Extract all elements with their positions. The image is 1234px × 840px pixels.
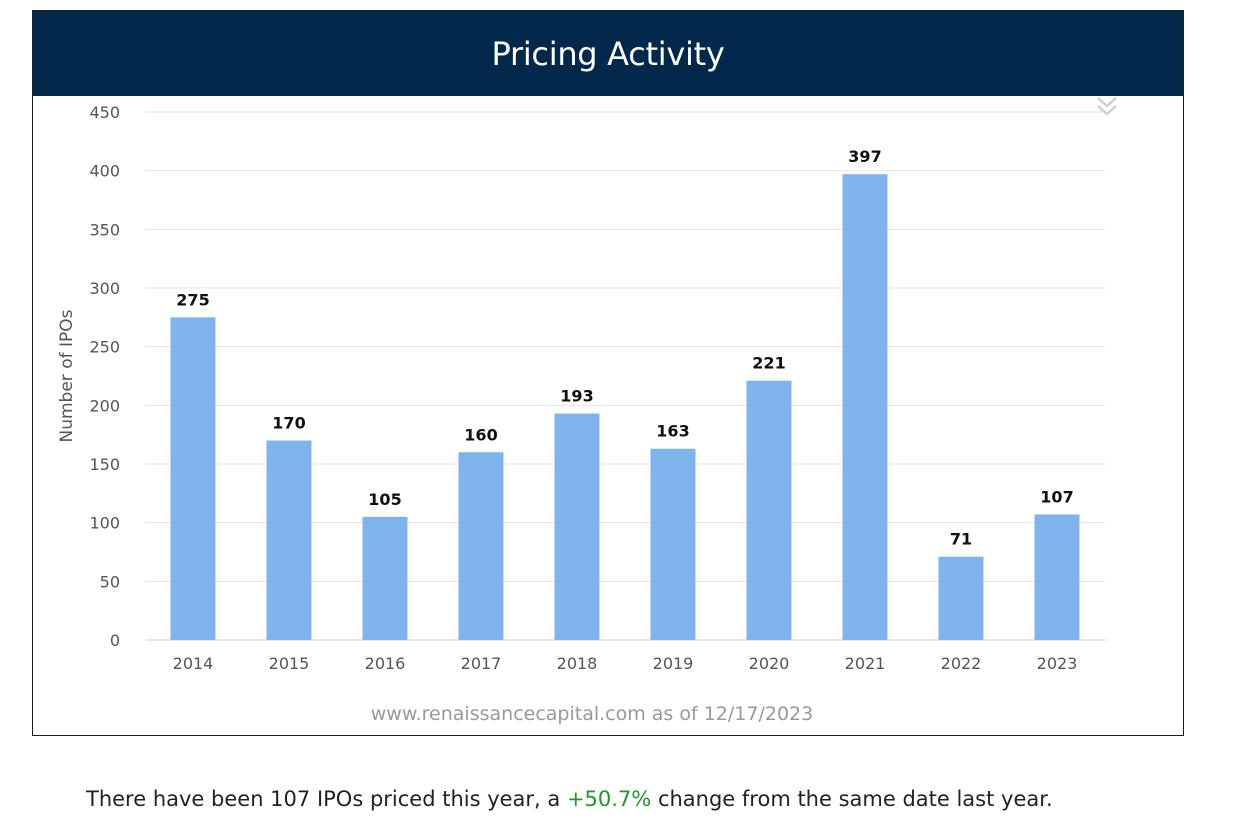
data-label: 107 — [1040, 487, 1073, 506]
bar — [362, 516, 408, 640]
x-tick-label: 2019 — [653, 654, 694, 673]
x-tick-label: 2020 — [749, 654, 790, 673]
data-label: 71 — [950, 530, 972, 549]
x-tick-label: 2014 — [173, 654, 214, 673]
x-tick-label: 2018 — [557, 654, 598, 673]
x-tick-label: 2023 — [1037, 654, 1078, 673]
y-axis-label: Number of IPOs — [57, 309, 77, 442]
summary-prefix: There have been 107 IPOs priced this yea… — [86, 787, 567, 811]
bar — [746, 380, 792, 640]
summary-suffix: change from the same date last year. — [651, 787, 1053, 811]
data-label: 275 — [176, 290, 209, 309]
double-chevron-down-icon[interactable] — [1094, 94, 1120, 120]
y-tick-label: 50 — [100, 572, 120, 591]
bar-chart: 0 50 100 150 200 250 300 350 400 450 Number of IPO… — [57, 103, 1105, 725]
y-tick-label: 300 — [89, 279, 120, 298]
data-label: 163 — [656, 422, 689, 441]
bar — [1034, 514, 1080, 640]
y-tick-label: 350 — [89, 220, 120, 239]
x-tick-label: 2022 — [941, 654, 982, 673]
summary-text: There have been 107 IPOs priced this yea… — [86, 787, 1053, 811]
chart-title: Pricing Activity — [491, 34, 725, 73]
bar — [170, 317, 216, 640]
bar — [842, 174, 888, 641]
data-label: 397 — [848, 147, 881, 166]
bar — [938, 556, 984, 640]
y-tick-label: 400 — [89, 162, 120, 181]
bar — [266, 440, 312, 640]
x-tick-label: 2015 — [269, 654, 310, 673]
y-tick-label: 250 — [89, 338, 120, 357]
chart-credits: www.renaissancecapital.com as of 12/17/2… — [371, 703, 813, 725]
data-label: 160 — [464, 425, 497, 444]
bar — [650, 448, 696, 640]
x-tick-label: 2017 — [461, 654, 502, 673]
percent-change: +50.7% — [566, 787, 652, 811]
y-tick-label: 0 — [110, 631, 120, 650]
y-tick-label: 450 — [89, 103, 120, 122]
data-label: 193 — [560, 387, 593, 406]
bar — [458, 452, 504, 640]
bar — [554, 413, 600, 640]
data-label: 105 — [368, 490, 401, 509]
chart-header: Pricing Activity — [33, 11, 1183, 96]
data-label: 221 — [752, 354, 785, 373]
y-tick-label: 200 — [89, 396, 120, 415]
data-label: 170 — [272, 414, 305, 433]
chart-card: Pricing Activity — [32, 10, 1184, 736]
y-tick-label: 150 — [89, 455, 120, 474]
x-tick-label: 2016 — [365, 654, 406, 673]
y-tick-label: 100 — [89, 514, 120, 533]
x-tick-label: 2021 — [845, 654, 886, 673]
